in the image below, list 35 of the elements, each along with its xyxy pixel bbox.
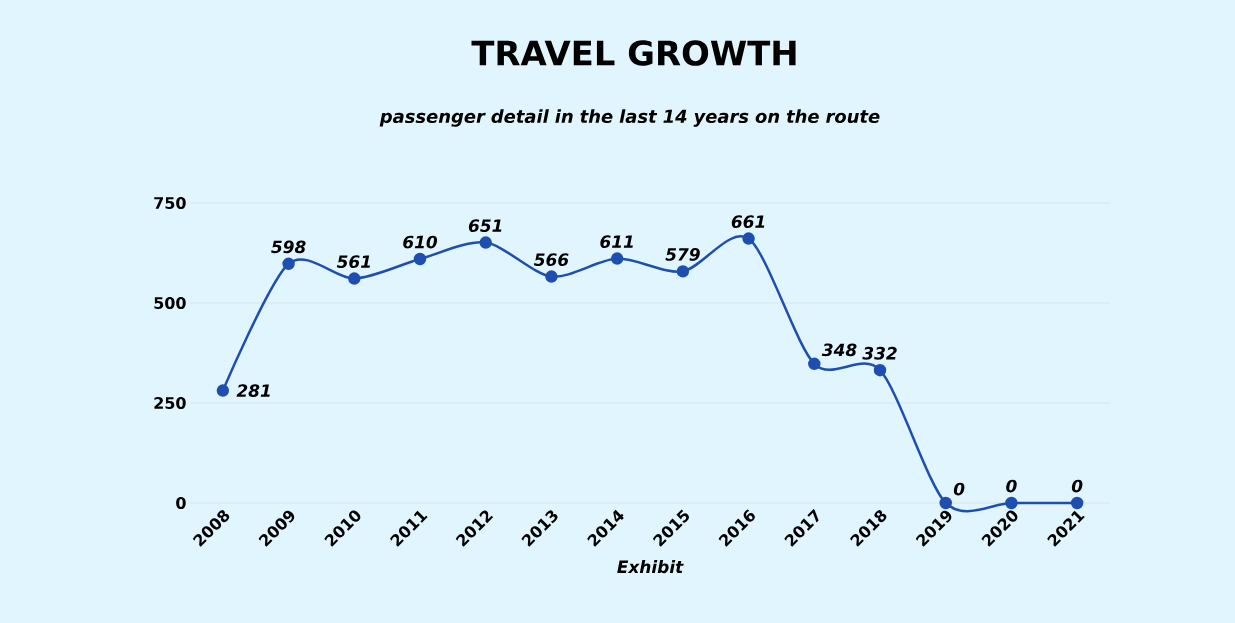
y-tick-label: 250 [154, 396, 186, 410]
point [610, 252, 624, 265]
point [742, 232, 755, 245]
data-label: 561 [336, 255, 370, 269]
point [216, 384, 230, 397]
data-label: 598 [271, 240, 306, 254]
data-label: 0 [953, 482, 965, 496]
point [348, 272, 361, 285]
point [1005, 496, 1018, 510]
data-label: 579 [665, 248, 700, 261]
data-label: 661 [731, 215, 765, 229]
point [282, 257, 295, 271]
chart-subtitle: passenger detail in the last 14 years on the route [379, 109, 880, 127]
data-label: 0 [1006, 479, 1017, 493]
data-label: 566 [533, 253, 569, 267]
y-tick-label: 0 [176, 496, 186, 510]
point [479, 236, 492, 249]
data-label: 281 [236, 384, 270, 397]
point [545, 270, 558, 283]
point [873, 363, 887, 377]
data-label: 610 [403, 235, 438, 249]
data-label: 611 [600, 235, 633, 249]
data-label: 651 [468, 219, 502, 233]
point [676, 265, 690, 278]
y-tick-label: 500 [154, 296, 186, 310]
data-label: 348 [821, 343, 857, 357]
y-tick-label: 750 [154, 196, 186, 210]
x-axis-title: Exhibit [617, 560, 684, 574]
point [1070, 496, 1084, 510]
chart-title: TRAVEL GROWTH [471, 40, 796, 66]
data-label: 332 [862, 346, 897, 360]
point [413, 252, 427, 266]
data-label: 0 [1071, 479, 1083, 493]
point [939, 496, 952, 510]
point [808, 357, 821, 371]
